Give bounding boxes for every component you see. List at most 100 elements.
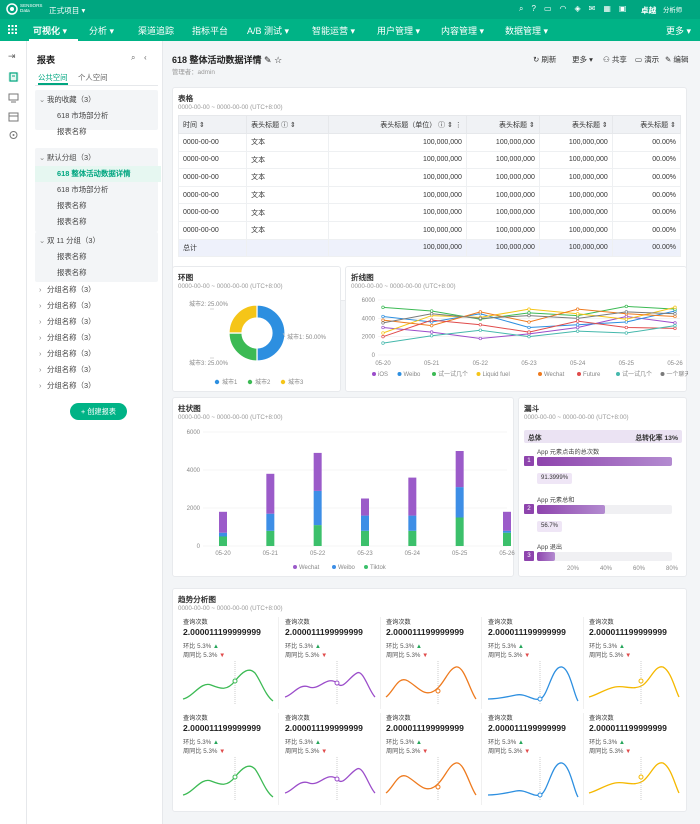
dashboard-icon[interactable] — [8, 93, 19, 103]
hb-text: 环比 5.3% — [183, 739, 213, 746]
create-report-button[interactable]: + 创建报表 — [70, 403, 127, 420]
data-point — [527, 335, 531, 339]
table-cell: 100,000,000 — [538, 150, 613, 170]
chevron-down-icon[interactable]: ⌄ — [39, 236, 46, 245]
column-header[interactable]: 表头标题 ⓘ ⇕ — [246, 115, 329, 134]
table-icon[interactable] — [8, 112, 19, 122]
legend-swatch — [577, 372, 581, 376]
tree-item[interactable]: 618 市场部分析 — [35, 182, 185, 198]
tile-value: 2.000011199999999 — [386, 627, 464, 637]
bar-segment — [408, 530, 417, 546]
tab-public[interactable]: 公共空间 — [38, 73, 68, 82]
chevron-down-icon[interactable]: ⌄ — [39, 153, 46, 162]
legend-label: Wechat — [299, 565, 320, 571]
arrow-down-icon: ▼ — [422, 652, 429, 659]
edit-icon[interactable]: ✎ — [264, 55, 272, 65]
tree-item[interactable]: ⌄ 默认分组（3） — [35, 150, 185, 166]
help-icon[interactable]: ? — [531, 4, 544, 13]
apps-grid-icon[interactable] — [8, 25, 17, 34]
chevron-right-icon[interactable]: › — [39, 317, 42, 326]
user-name[interactable]: 卓越 — [641, 6, 657, 15]
share-button[interactable]: ⚇ 共享 — [603, 55, 627, 64]
bell-icon[interactable]: ◠ — [559, 4, 575, 13]
column-header[interactable]: 表头标题 ⇕ — [538, 115, 613, 134]
tree-item[interactable]: ⌄ 双 11 分组（3） — [35, 233, 185, 249]
table-cell: 00.00% — [611, 150, 682, 170]
notification-icon[interactable]: ◈ — [574, 4, 589, 13]
search-icon[interactable]: ⌕ — [519, 4, 532, 13]
chevron-right-icon[interactable]: › — [39, 285, 42, 294]
settings-icon[interactable] — [8, 130, 19, 140]
zb-text: 周同比 5.3% — [386, 748, 423, 755]
nav-ab-test[interactable]: A/B 测试 ▾ — [247, 26, 290, 36]
chevron-down-icon[interactable]: ⌄ — [39, 95, 46, 104]
chevron-right-icon[interactable]: › — [39, 349, 42, 358]
sparkline-path — [588, 666, 680, 698]
refresh-button[interactable]: ↻ 刷新 — [533, 55, 557, 64]
more-button[interactable]: 更多 ▾ — [572, 55, 593, 64]
tree-item[interactable]: › 分组名称（3） — [35, 346, 185, 362]
mail-icon[interactable]: ✉ — [588, 4, 604, 13]
table-cell: 100,000,000 — [465, 133, 540, 152]
tree-item[interactable]: › 分组名称（3） — [35, 362, 185, 378]
column-header[interactable]: 表头标题 ⇕ — [465, 115, 540, 134]
search-icon[interactable]: ⌕ — [131, 53, 136, 62]
table-cell: 0000-00-00 — [177, 150, 248, 170]
tree-item[interactable]: 618 整体活动数据详情 — [35, 166, 161, 182]
collapse-panel-icon[interactable]: ‹ — [144, 53, 147, 62]
nav-users[interactable]: 用户管理 ▾ — [377, 26, 421, 36]
trend-tile: 查询次数 2.000011199999999 环比 5.3% ▲ 周同比 5.3% ▼ — [384, 713, 482, 805]
nav-more[interactable]: 更多 ▾ — [666, 26, 692, 36]
tree-item[interactable]: 报表名称 — [35, 249, 185, 265]
table-row: 0000-00-00 文本 100,000,000 100,000,000 100,00… — [177, 220, 682, 240]
data-point — [527, 313, 531, 318]
nav-visualization[interactable]: 可视化 ▾ — [33, 26, 68, 36]
tree-item[interactable]: 618 市场部分析 — [35, 108, 185, 124]
tile-hb: 环比 5.3% ▲ — [589, 737, 625, 746]
zb-text: 周同比 5.3% — [386, 652, 423, 659]
funnel-step-number: 3 — [524, 551, 534, 561]
tree-item[interactable]: 报表名称 — [35, 198, 185, 214]
cursor-point — [435, 784, 441, 790]
report-icon[interactable] — [8, 72, 19, 82]
collapse-icon[interactable]: ⇥ — [8, 51, 16, 61]
nav-analysis[interactable]: 分析 ▾ — [89, 26, 115, 36]
column-header[interactable]: 时间 ⇕ — [177, 115, 248, 134]
legend-label: Weibo — [404, 372, 422, 378]
tree-item[interactable]: › 分组名称（3） — [35, 298, 185, 314]
workspace-name[interactable]: 分析师 — [663, 7, 683, 14]
nav-channel[interactable]: 渠道追踪 — [138, 26, 175, 36]
funnel-step-label: App 元素点击的总次数 — [537, 449, 600, 456]
star-icon[interactable]: ☆ — [274, 55, 283, 65]
tree-item[interactable]: 报表名称 — [35, 124, 185, 140]
monitor-icon[interactable]: ▭ — [543, 4, 560, 13]
tree-item-label: 分组名称（3） — [47, 381, 96, 390]
tree-item[interactable]: › 分组名称（3） — [35, 282, 185, 298]
project-switcher[interactable]: 正式项目 ▾ — [49, 6, 86, 15]
tree-item[interactable]: 报表名称 — [35, 214, 185, 230]
chevron-right-icon[interactable]: › — [39, 365, 42, 374]
tree-item[interactable]: › 分组名称（3） — [35, 330, 185, 346]
tree-item[interactable]: 报表名称 — [35, 265, 185, 281]
nav-content[interactable]: 内容管理 ▾ — [441, 26, 485, 36]
nav-operation[interactable]: 智能运营 ▾ — [312, 26, 356, 36]
edit-button[interactable]: ✎ 编辑 — [665, 55, 689, 64]
chevron-right-icon[interactable]: › — [39, 301, 42, 310]
tree-item[interactable]: › 分组名称（3） — [35, 378, 185, 394]
present-button[interactable]: ▭ 演示 — [635, 55, 660, 64]
tree-item[interactable]: › 分组名称（3） — [35, 314, 185, 330]
tab-personal[interactable]: 个人空间 — [78, 73, 108, 82]
screen-icon[interactable]: ▣ — [618, 4, 635, 13]
column-header[interactable]: 表头标题（单位） ⓘ ⇕ ⋮ — [327, 115, 467, 134]
calendar-icon[interactable]: ▦ — [603, 4, 619, 13]
zb-text: 周同比 5.3% — [183, 652, 220, 659]
cursor-point — [537, 792, 543, 798]
chevron-right-icon[interactable]: › — [39, 333, 42, 342]
zb-text: 周同比 5.3% — [488, 652, 525, 659]
y-tick-label: 2000 — [362, 335, 376, 341]
nav-metrics[interactable]: 指标平台 — [192, 26, 229, 36]
column-header[interactable]: 表头标题 ⇕ — [611, 115, 682, 134]
tree-item[interactable]: ⌄ 我的收藏（3） — [35, 92, 185, 108]
nav-data[interactable]: 数据管理 ▾ — [505, 26, 549, 36]
chevron-right-icon[interactable]: › — [39, 381, 42, 390]
